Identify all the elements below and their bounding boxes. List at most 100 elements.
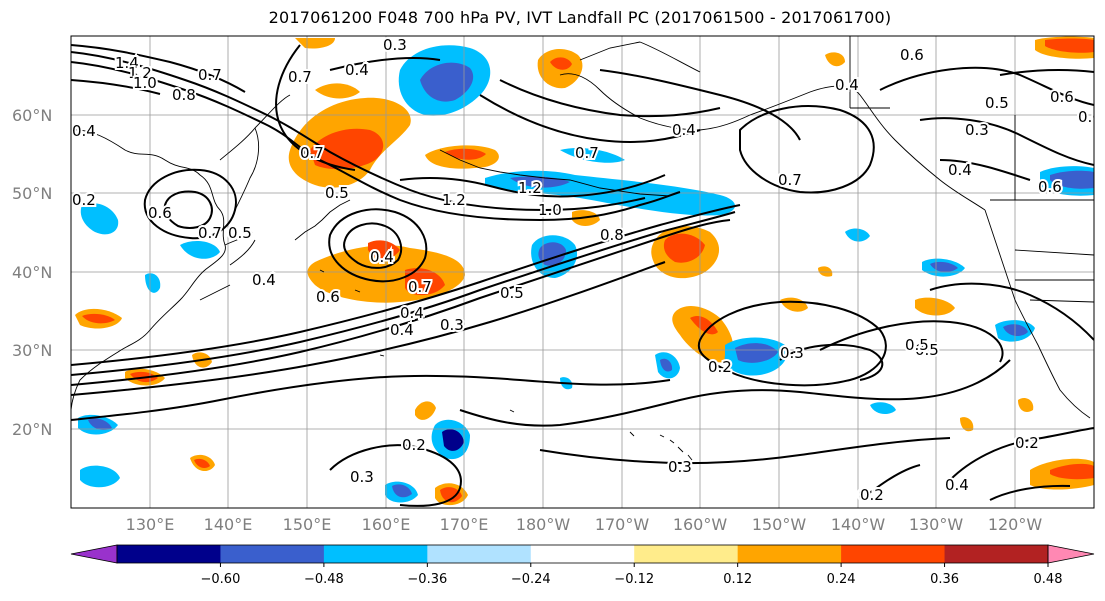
- positive-anomaly: [82, 313, 115, 324]
- graticule: [71, 36, 1094, 508]
- positive-anomaly: [194, 458, 210, 468]
- contour-label: 0.6: [148, 204, 172, 222]
- contour-label: 0.4: [370, 248, 394, 266]
- contour-label: 0.5: [228, 224, 252, 242]
- contour-label: 0.4: [72, 122, 96, 140]
- contour-label: 0.5: [325, 184, 349, 202]
- contour-label: 0.2: [402, 436, 426, 454]
- contour-label: 0.5: [905, 336, 929, 354]
- negative-anomaly: [1050, 170, 1094, 189]
- contour-label: 0.8: [172, 86, 196, 104]
- colorbar-tick-label: 0.48: [1034, 572, 1063, 587]
- colorbar-segment: [841, 545, 946, 563]
- contour-label: 0.5: [985, 94, 1009, 112]
- positive-anomaly: [445, 148, 486, 160]
- pc-shading: [75, 36, 1094, 506]
- contour-label: 0.3: [440, 316, 464, 334]
- colorbar-segments: [117, 545, 1049, 563]
- contour-label: 0.5: [915, 341, 939, 359]
- colorbar: −0.60 −0.48 −0.36 −0.24 −0.12 0.12 0.24 0.36 0.4…: [70, 544, 1095, 587]
- positive-anomaly: [1045, 38, 1094, 53]
- contour-label: 0.8: [600, 226, 624, 244]
- lon-label: 140°W: [831, 515, 886, 534]
- colorbar-extend-low: [70, 544, 118, 564]
- positive-anomaly: [550, 57, 572, 70]
- lat-label: 50°N: [12, 184, 52, 203]
- lon-label: 130°E: [126, 515, 175, 534]
- lon-label: 140°E: [204, 515, 253, 534]
- positive-anomaly: [1018, 398, 1034, 412]
- contour-label: 1.2: [442, 191, 466, 209]
- negative-anomaly: [660, 358, 673, 372]
- contour-label: 0.4: [945, 476, 969, 494]
- colorbar-segment: [944, 545, 1049, 563]
- lon-label: 120°W: [988, 515, 1043, 534]
- lat-label: 40°N: [12, 263, 52, 282]
- contour-label: 0.4: [252, 271, 276, 289]
- lat-label: 60°N: [12, 106, 52, 125]
- colorbar-frame: [116, 544, 1049, 564]
- lat-label: 20°N: [12, 420, 52, 439]
- colorbar-tick-label: −0.48: [304, 572, 344, 587]
- contour-label: 0.4: [835, 76, 859, 94]
- negative-anomaly: [145, 273, 161, 293]
- negative-anomaly: [930, 261, 958, 273]
- contour-label: 0.3: [780, 344, 804, 362]
- positive-anomaly: [440, 487, 462, 503]
- colorbar-tick-label: 0.36: [930, 572, 959, 587]
- contour-label: 0.4: [948, 161, 972, 179]
- colorbar-segment: [737, 545, 842, 563]
- negative-anomaly: [80, 203, 119, 235]
- contour-label: 0.7: [408, 278, 432, 296]
- positive-anomaly: [825, 52, 845, 67]
- positive-anomaly: [405, 268, 445, 296]
- positive-anomaly: [1050, 463, 1094, 480]
- contour-label: 0.3: [965, 121, 989, 139]
- contour-label: 0.6: [316, 288, 340, 306]
- map-title: 2017061200 F048 700 hPa PV, IVT Landfall…: [268, 8, 892, 27]
- positive-anomaly: [368, 240, 400, 259]
- contour-label: 0.4: [390, 321, 414, 339]
- colorbar-tick-label: 0.24: [827, 572, 856, 587]
- lat-label: 30°N: [12, 341, 52, 360]
- colorbar-tick-label: −0.60: [201, 572, 241, 587]
- contour-label: 0.7: [198, 66, 222, 84]
- positive-anomaly: [960, 417, 974, 432]
- negative-anomaly: [845, 228, 870, 242]
- contour-label: 1.0: [538, 201, 562, 219]
- contour-label: 1.2: [518, 179, 542, 197]
- lon-label: 170°W: [595, 515, 650, 534]
- contour-label: 0.5: [500, 284, 524, 302]
- contour-label: 0.7: [575, 144, 599, 162]
- contour-label: 0.7: [778, 171, 802, 189]
- positive-anomaly: [295, 38, 335, 49]
- contour-label: 0.4: [672, 121, 696, 139]
- negative-anomaly: [870, 402, 896, 415]
- contour-label: 0.2: [1015, 434, 1039, 452]
- contour-label: 0.6: [1078, 108, 1102, 126]
- positive-anomaly: [315, 83, 360, 99]
- lon-label: 160°E: [362, 515, 411, 534]
- negative-anomaly: [442, 429, 464, 451]
- contour-label: 0.2: [708, 358, 732, 376]
- colorbar-segment: [220, 545, 325, 563]
- positive-anomaly: [415, 401, 436, 420]
- colorbar-ticks: −0.60 −0.48 −0.36 −0.24 −0.12 0.12 0.24 0.36 0.4…: [201, 563, 1063, 587]
- latitude-axis: 60°N 50°N 40°N 30°N 20°N: [12, 106, 52, 439]
- contour-label: 1.4: [115, 54, 139, 72]
- positive-anomaly: [310, 128, 384, 170]
- lon-label: 150°W: [752, 515, 807, 534]
- contour-label: 0.2: [72, 191, 96, 209]
- negative-anomaly: [1003, 324, 1028, 337]
- colorbar-tick-label: 0.12: [723, 572, 752, 587]
- contour-label: 0.2: [860, 486, 884, 504]
- negative-anomaly: [735, 343, 778, 363]
- contour-label: 0.4: [345, 61, 369, 79]
- contour-label: 1.0: [133, 74, 157, 92]
- negative-anomaly: [420, 62, 474, 102]
- negative-anomaly: [88, 418, 112, 430]
- colorbar-extend-high: [1047, 544, 1095, 564]
- contour-label: 0.6: [1038, 178, 1062, 196]
- negative-anomaly: [560, 148, 625, 163]
